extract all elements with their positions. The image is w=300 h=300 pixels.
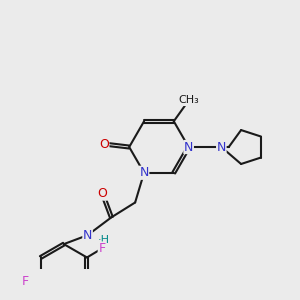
Text: F: F <box>22 275 29 288</box>
Text: CH₃: CH₃ <box>178 95 199 106</box>
Text: ·H: ·H <box>98 235 110 244</box>
Text: O: O <box>98 187 107 200</box>
Text: N: N <box>140 166 149 179</box>
Text: O: O <box>99 138 109 151</box>
Text: F: F <box>98 242 105 255</box>
Text: N: N <box>217 140 226 154</box>
Text: N: N <box>184 140 193 154</box>
Text: N: N <box>83 229 92 242</box>
